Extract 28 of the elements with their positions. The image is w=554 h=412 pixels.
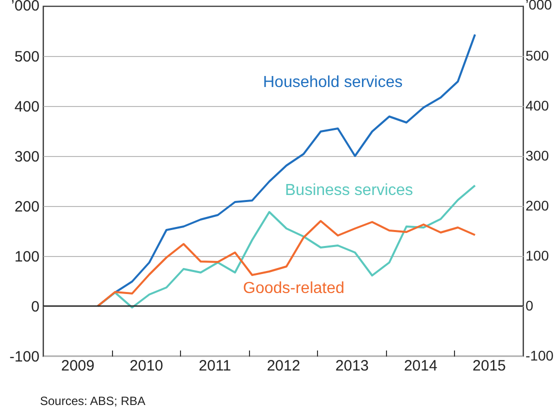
y2-axis-title: ’000 (526, 0, 552, 12)
y2-tick-label: 100 (526, 248, 550, 264)
y-tick-label: 0 (31, 298, 40, 316)
x-tick-label: 2011 (198, 358, 232, 374)
x-tick-label: 2013 (335, 358, 369, 374)
y2-tick-label: 300 (526, 148, 550, 164)
series-label: Business services (285, 182, 414, 199)
y2-tick-label: 0 (526, 298, 534, 314)
y-tick-label: 500 (14, 48, 40, 66)
y2-tick-label: 500 (526, 48, 550, 64)
y-tick-label: 200 (14, 198, 40, 216)
series-label: Goods-related (243, 280, 344, 297)
line-series (96, 220, 476, 307)
source-note: Sources: ABS; RBA (40, 394, 146, 408)
y-tick-label: 400 (14, 98, 40, 116)
y2-tick-label: -100 (526, 348, 554, 364)
x-tick-label: 2010 (130, 358, 164, 374)
x-tick-label: 2015 (472, 358, 506, 374)
y2-tick-label: 400 (526, 98, 550, 114)
series-label: Household services (263, 74, 403, 91)
x-tick-label: 2012 (266, 358, 300, 374)
x-tick-label: 2009 (61, 358, 94, 374)
x-tick-label: 2014 (404, 358, 438, 374)
y2-tick-label: 200 (526, 198, 550, 214)
y-tick-label: 100 (14, 248, 40, 266)
y-axis-title: ’000 (11, 0, 40, 14)
y-tick-label: 300 (14, 148, 40, 166)
y-tick-label: -100 (9, 348, 40, 366)
